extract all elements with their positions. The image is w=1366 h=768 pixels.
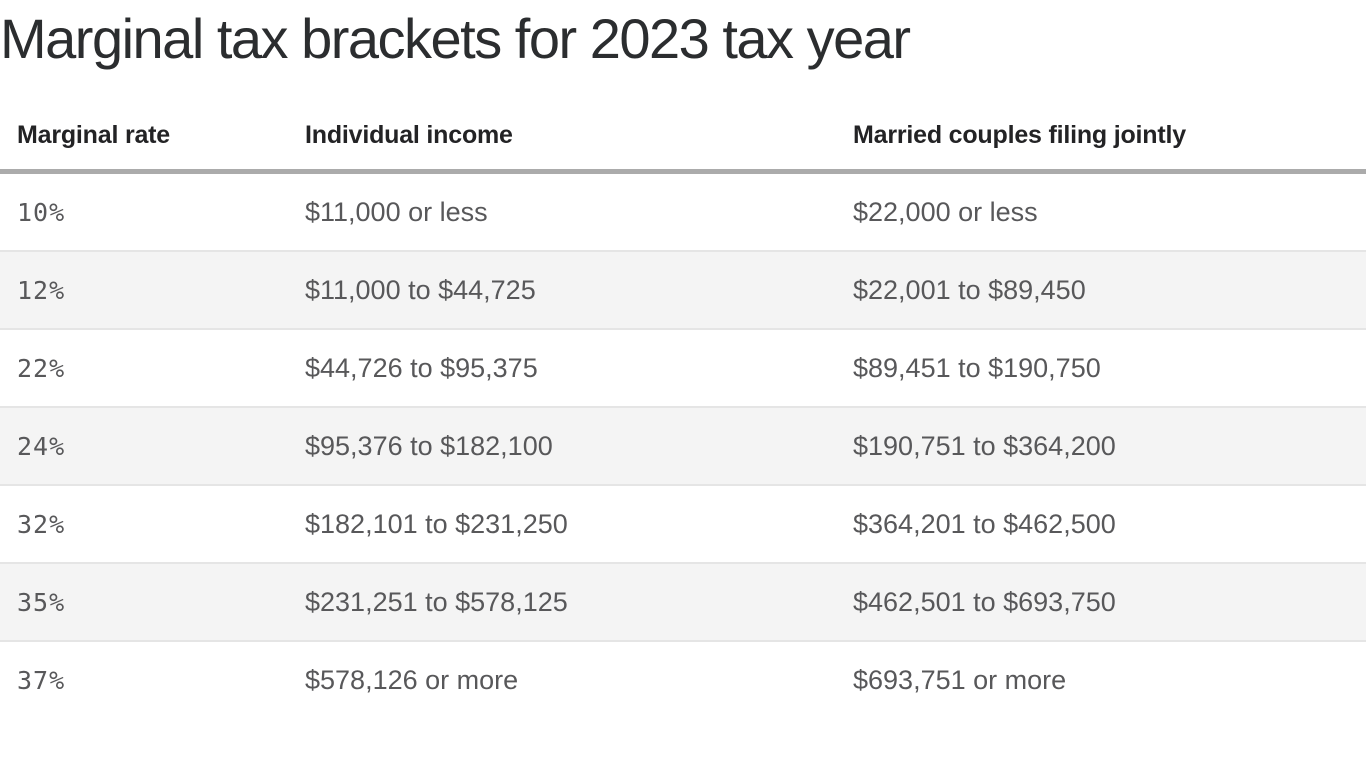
- table-row: 22% $44,726 to $95,375 $89,451 to $190,7…: [0, 328, 1366, 408]
- table-row: 35% $231,251 to $578,125 $462,501 to $69…: [0, 562, 1366, 642]
- table-row: 10% $11,000 or less $22,000 or less: [0, 172, 1366, 252]
- rate-cell: 12%: [0, 250, 305, 330]
- individual-income-cell: $182,101 to $231,250: [305, 484, 853, 564]
- rate-cell: 35%: [0, 562, 305, 642]
- table-header: Marginal rate Individual income Married …: [0, 101, 1366, 175]
- rate-cell: 24%: [0, 406, 305, 486]
- married-income-cell: $693,751 or more: [853, 640, 1366, 719]
- married-income-cell: $89,451 to $190,750: [853, 328, 1366, 408]
- individual-income-cell: $95,376 to $182,100: [305, 406, 853, 486]
- married-income-cell: $190,751 to $364,200: [853, 406, 1366, 486]
- table-row: 12% $11,000 to $44,725 $22,001 to $89,45…: [0, 250, 1366, 330]
- individual-income-cell: $44,726 to $95,375: [305, 328, 853, 408]
- table-row: 24% $95,376 to $182,100 $190,751 to $364…: [0, 406, 1366, 486]
- rate-cell: 32%: [0, 484, 305, 564]
- page-title: Marginal tax brackets for 2023 tax year: [0, 7, 911, 70]
- header-row: Marginal rate Individual income Married …: [0, 101, 1366, 175]
- married-income-cell: $22,001 to $89,450: [853, 250, 1366, 330]
- column-header-married-filing-jointly: Married couples filing jointly: [853, 101, 1366, 175]
- rate-cell: 37%: [0, 640, 305, 719]
- column-header-individual-income: Individual income: [305, 101, 853, 175]
- column-header-marginal-rate: Marginal rate: [0, 101, 305, 175]
- table-body: 10% $11,000 or less $22,000 or less 12% …: [0, 172, 1366, 719]
- rate-cell: 22%: [0, 328, 305, 408]
- individual-income-cell: $11,000 or less: [305, 196, 488, 227]
- table-row: 32% $182,101 to $231,250 $364,201 to $46…: [0, 484, 1366, 564]
- individual-income-cell: $11,000 to $44,725: [305, 250, 853, 330]
- tax-brackets-table: Marginal rate Individual income Married …: [0, 101, 1366, 719]
- married-income-cell: $22,000 or less: [853, 196, 1038, 227]
- rate-cell: 10%: [17, 197, 66, 227]
- married-income-cell: $364,201 to $462,500: [853, 484, 1366, 564]
- table-row: 37% $578,126 or more $693,751 or more: [0, 640, 1366, 719]
- married-income-cell: $462,501 to $693,750: [853, 562, 1366, 642]
- individual-income-cell: $578,126 or more: [305, 640, 853, 719]
- individual-income-cell: $231,251 to $578,125: [305, 562, 853, 642]
